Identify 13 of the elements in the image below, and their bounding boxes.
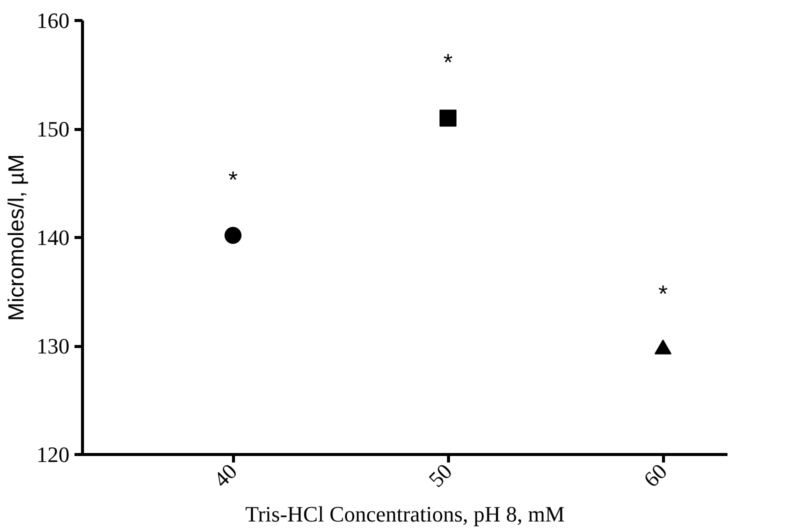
y-tick-label: 130 bbox=[36, 334, 70, 358]
annotation: * bbox=[228, 166, 238, 194]
y-tick-label: 150 bbox=[36, 116, 70, 142]
x-tick-label: 50 bbox=[424, 458, 457, 492]
x-tick-label: 40 bbox=[208, 458, 242, 492]
y-axis-title: Micromoles/l, µM bbox=[4, 154, 28, 321]
y-tick-label: 140 bbox=[36, 225, 70, 250]
y-tick-label: 120 bbox=[36, 442, 70, 467]
y-tick-label: 160 bbox=[36, 8, 70, 33]
x-tick-label: 60 bbox=[638, 458, 672, 492]
x-axis-title: Tris-HCl Concentrations, pH 8, mM bbox=[245, 502, 565, 527]
annotation: * bbox=[443, 50, 453, 77]
annotation: * bbox=[658, 280, 668, 308]
